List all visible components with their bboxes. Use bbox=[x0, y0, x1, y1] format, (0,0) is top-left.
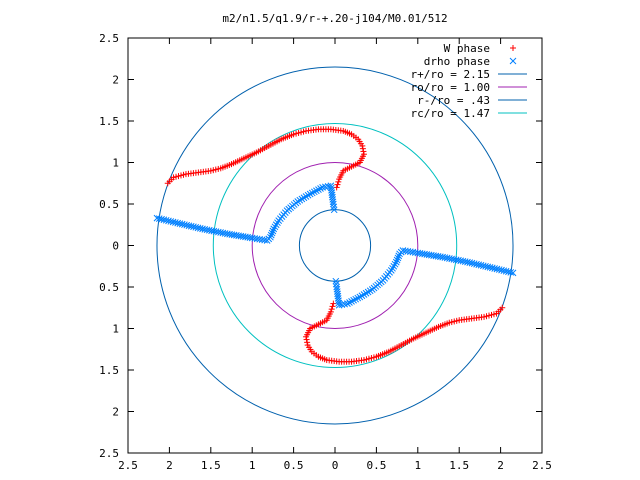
point-s1-b0-6-3 bbox=[269, 227, 277, 235]
y-tick-label-6: 0.5 bbox=[99, 281, 119, 294]
point-s1-b1-6 bbox=[396, 250, 403, 258]
y-tick-label-3: 1 bbox=[112, 157, 119, 170]
point-s0-b0-24 bbox=[333, 184, 340, 191]
point-s0-b1-23 bbox=[327, 308, 334, 315]
point-s1-b1-11 bbox=[356, 293, 364, 301]
y-tick-label-5: 0 bbox=[112, 240, 119, 253]
point-s1-b0-11-5 bbox=[317, 185, 324, 192]
point-s1-b1-11-3 bbox=[350, 296, 357, 304]
point-s1-b1-11-2 bbox=[352, 295, 360, 303]
point-s1-b1-6-3 bbox=[393, 256, 401, 264]
point-s1-b0-6 bbox=[267, 233, 274, 241]
point-s0-b1-24 bbox=[330, 300, 337, 307]
point-s1-b0-11-3 bbox=[313, 187, 320, 195]
y-tick-label-2: 1.5 bbox=[99, 115, 119, 128]
y-tick-label-1: 2 bbox=[112, 74, 119, 87]
point-s1-b1-11-4 bbox=[348, 298, 355, 305]
y-tick-label-7: 1 bbox=[112, 323, 119, 336]
circle-series-5 bbox=[212, 122, 458, 369]
point-s1-b1-15 bbox=[332, 277, 340, 285]
x-tick-label-9: 2 bbox=[497, 459, 504, 472]
point-s0-b1-18 bbox=[304, 342, 311, 349]
point-s0-b1-23-2 bbox=[329, 303, 336, 310]
x-tick-label-5: 0 bbox=[332, 459, 339, 472]
legend-label-4: r-/ro = .43 bbox=[417, 94, 490, 107]
y-tick-label-0: 2.5 bbox=[99, 32, 119, 45]
x-tick-label-7: 1 bbox=[414, 459, 421, 472]
legend-marker-1 bbox=[509, 57, 517, 65]
x-tick-label-4: 0.5 bbox=[284, 459, 304, 472]
point-s0-b1-18-1 bbox=[304, 339, 311, 346]
point-s0-b0-23 bbox=[336, 176, 343, 183]
point-s1-b0-15 bbox=[330, 206, 338, 214]
point-s1-b1-11-5 bbox=[346, 299, 353, 306]
point-s1-b1-6-1 bbox=[395, 252, 403, 260]
legend-label-0: W phase bbox=[444, 42, 490, 55]
point-s1-b1-4-5 bbox=[402, 247, 409, 255]
circle-series-3 bbox=[251, 162, 419, 329]
legend-marker-0 bbox=[510, 45, 516, 51]
chart-title: m2/n1.5/q1.9/r-+.20-j104/M0.01/512 bbox=[222, 12, 447, 25]
circle-series-4 bbox=[298, 209, 372, 282]
point-s1-b1-11-1 bbox=[354, 294, 362, 302]
point-s1-b0-11-4 bbox=[315, 186, 322, 193]
x-tick-label-6: 0.5 bbox=[366, 459, 386, 472]
x-tick-label-2: 1.5 bbox=[201, 459, 221, 472]
point-s1-b1-6-2 bbox=[394, 254, 402, 262]
y-tick-label-8: 1.5 bbox=[99, 364, 119, 377]
legend-label-3: ro/ro = 1.00 bbox=[411, 81, 490, 94]
y-tick-label-10: 2.5 bbox=[99, 447, 119, 460]
y-tick-label-9: 2 bbox=[112, 406, 119, 419]
point-s1-b0-11 bbox=[306, 190, 314, 198]
axis-ticks: 2.5 2 1.5 1 0.5 0 0.5 1 1.5 2 2.52.521.510.500.511… bbox=[99, 32, 552, 472]
point-s0-b0-23-2 bbox=[334, 181, 341, 188]
x-tick-label-3: 1 bbox=[249, 459, 256, 472]
circle-series-2 bbox=[156, 66, 514, 425]
x-tick-label-10: 2.5 bbox=[532, 459, 552, 472]
legend-label-2: r+/ro = 2.15 bbox=[411, 68, 490, 81]
legend-label-1: drho phase bbox=[424, 55, 490, 68]
point-s1-b0-11-2 bbox=[310, 188, 318, 196]
point-s0-b0-18-1 bbox=[359, 145, 366, 152]
x-tick-label-1: 2 bbox=[166, 459, 173, 472]
legend-label-5: rc/ro = 1.47 bbox=[411, 107, 490, 120]
x-tick-label-8: 1.5 bbox=[449, 459, 469, 472]
x-tick-label-0: 2.5 bbox=[118, 459, 138, 472]
point-s0-b1-23-1 bbox=[328, 306, 335, 313]
reference-circles bbox=[156, 66, 514, 425]
point-s1-b0-6-1 bbox=[267, 231, 275, 239]
point-s0-b0-23-1 bbox=[335, 178, 342, 185]
point-s1-b0-6-2 bbox=[268, 229, 276, 237]
point-s1-b0-11-1 bbox=[308, 189, 316, 197]
data-markers bbox=[153, 126, 517, 365]
point-s1-b0-4-5 bbox=[261, 236, 268, 244]
point-s0-b0-18 bbox=[359, 142, 366, 149]
y-tick-label-4: 0.5 bbox=[99, 198, 119, 211]
